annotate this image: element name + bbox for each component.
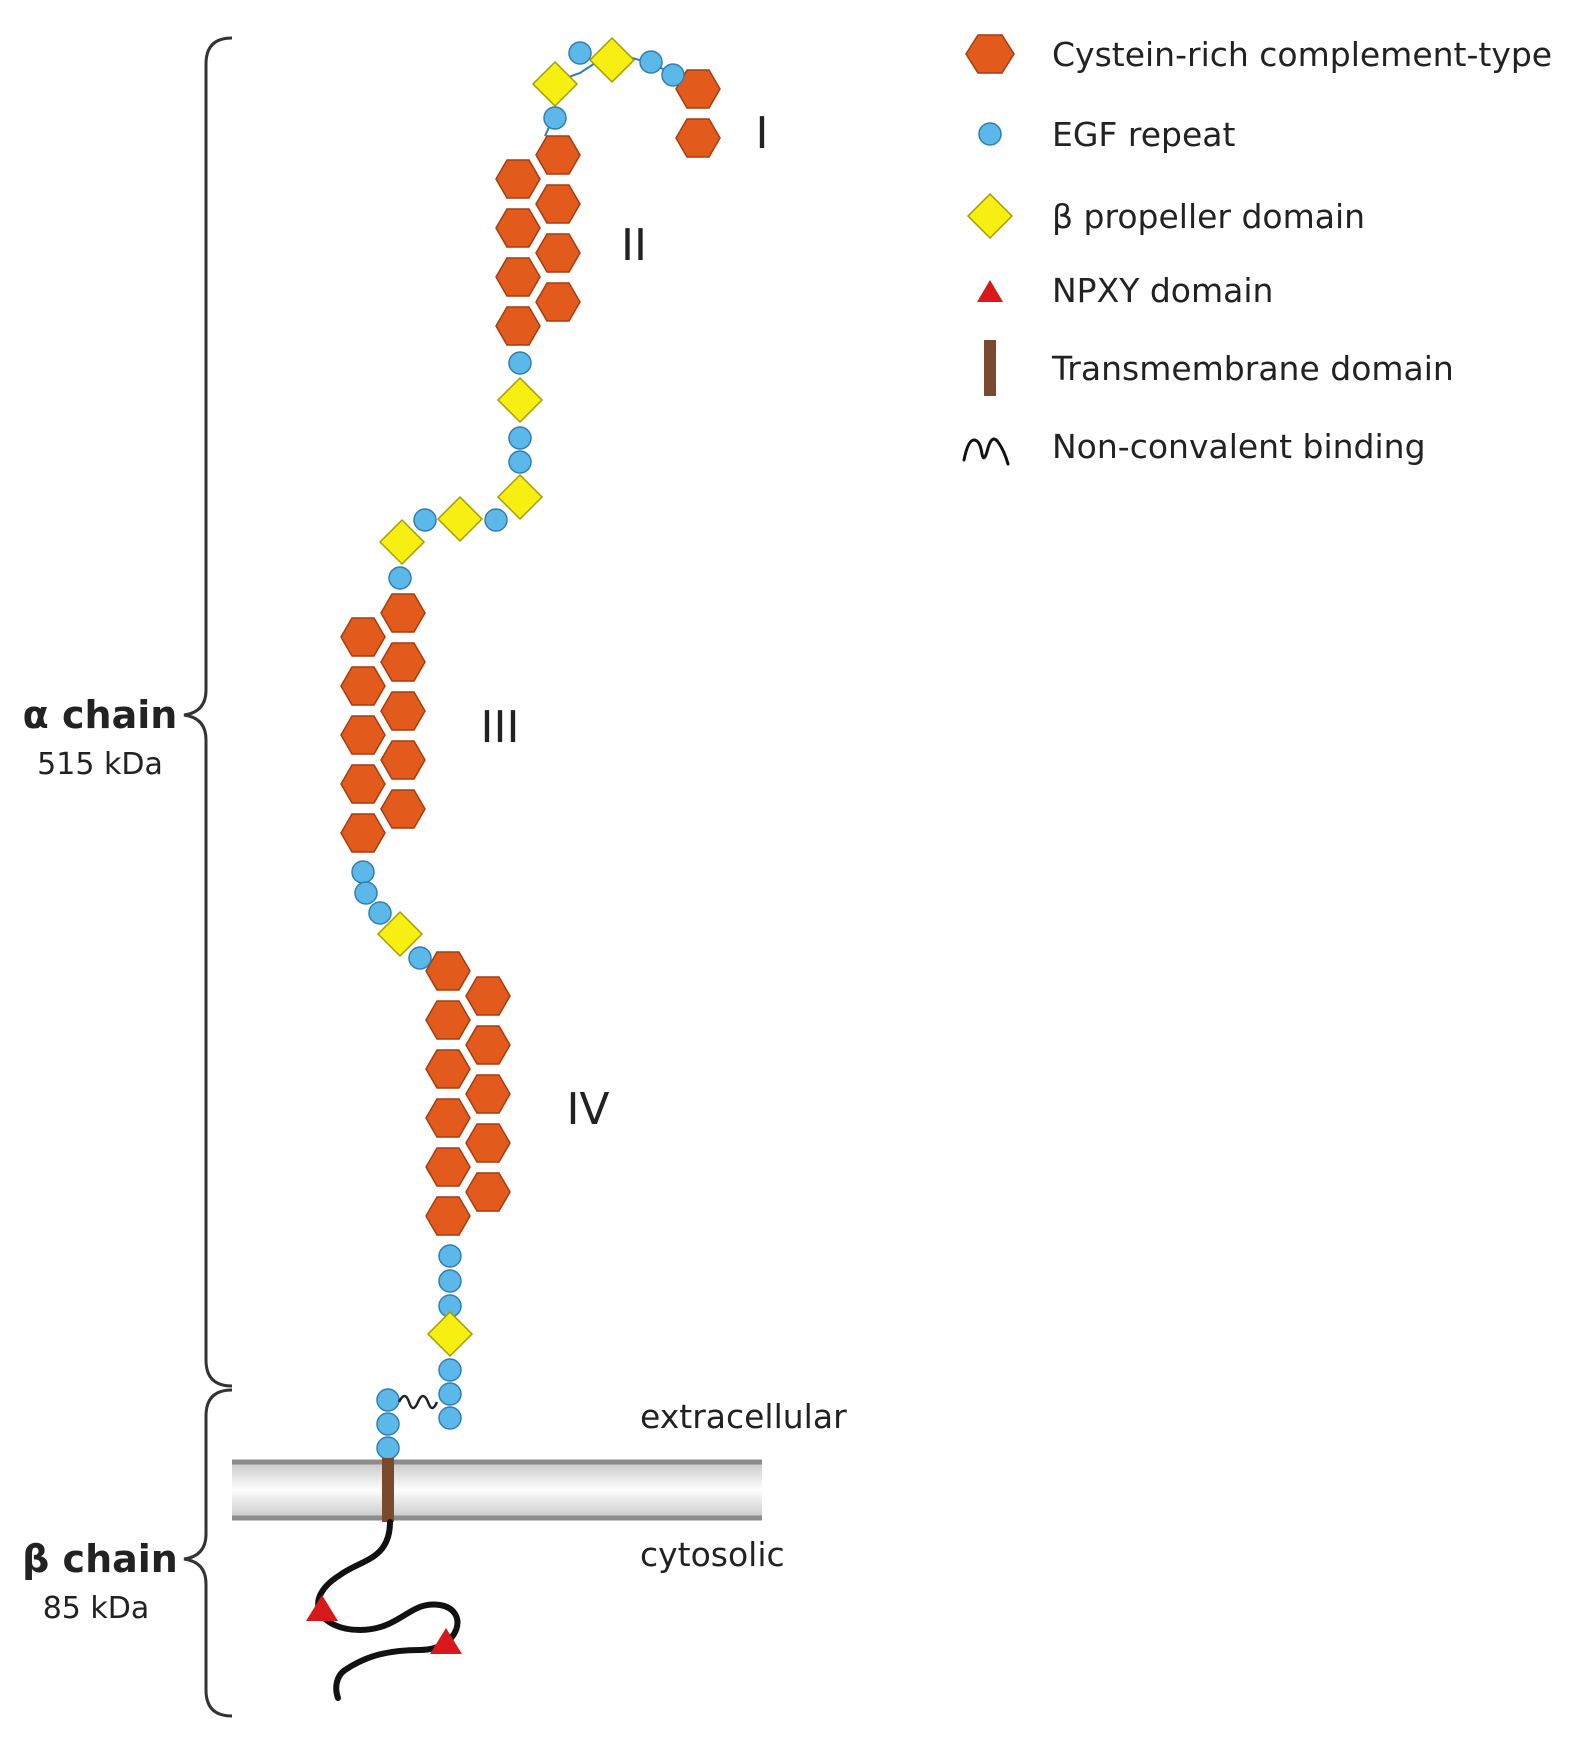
triangle-icon [977, 280, 1003, 302]
beta-chain-brace [183, 1388, 233, 1718]
cysteine-rich-domain [465, 1025, 511, 1065]
egf-repeat [508, 450, 532, 474]
cysteine-rich-domain [425, 951, 471, 991]
hexagon-icon [965, 34, 1015, 74]
egf-repeat [368, 901, 392, 925]
cysteine-rich-domain [535, 233, 581, 273]
egf-repeat [354, 881, 378, 905]
beta-propeller-domain [426, 1310, 474, 1358]
egf-repeat [639, 50, 663, 74]
cysteine-rich-domain [465, 1123, 511, 1163]
cysteine-rich-domain [340, 617, 386, 657]
beta-propeller-domain [496, 473, 544, 521]
beta-propeller-domain [436, 495, 484, 543]
legend-label: Non-convalent binding [1052, 427, 1426, 466]
beta-propeller-domain [588, 36, 636, 84]
legend-label: Transmembrane domain [1051, 349, 1454, 388]
legend: Cystein-rich complement-type EGF repeat … [962, 34, 1552, 466]
beta-propeller-domains [376, 36, 636, 1358]
egf-repeat [508, 351, 532, 375]
circle-icon [978, 122, 1002, 146]
beta-propeller-domain [531, 60, 579, 108]
cysteine-rich-domain [675, 118, 721, 158]
cysteine-rich-domain [495, 208, 541, 248]
egf-repeat [543, 106, 567, 130]
egf-repeat [376, 1412, 400, 1436]
cysteine-rich-domain [380, 642, 426, 682]
cysteine-rich-domain [380, 789, 426, 829]
beta-propeller-domain [376, 910, 424, 958]
legend-label: NPXY domain [1052, 271, 1273, 310]
cysteine-rich-domain [465, 976, 511, 1016]
cysteine-rich-domain [465, 1172, 511, 1212]
cysteine-rich-domain [340, 813, 386, 853]
cysteine-rich-domain [535, 135, 581, 175]
cysteine-rich-domain [425, 1049, 471, 1089]
cluster-i-domains [675, 69, 721, 158]
egf-repeat [438, 1244, 462, 1268]
cysteine-rich-domain [465, 1074, 511, 1114]
cytosolic-tail [315, 1519, 461, 1701]
cluster-label: I [756, 108, 769, 159]
cytosolic-label: cytosolic [640, 1535, 785, 1574]
cysteine-rich-domain [495, 159, 541, 199]
egf-repeat [438, 1382, 462, 1406]
cysteine-rich-domain [425, 1098, 471, 1138]
cysteine-rich-domain [425, 1000, 471, 1040]
alpha-chain-label: α chain [23, 693, 178, 737]
legend-label: Cystein-rich complement-type [1052, 35, 1552, 74]
squiggle-icon [962, 437, 1010, 466]
egf-repeat [438, 1358, 462, 1382]
cysteine-rich-domain [425, 1196, 471, 1236]
npxy-domain [306, 1595, 338, 1621]
cluster-label: II [621, 220, 647, 271]
cysteine-rich-domain [340, 764, 386, 804]
cluster-label: III [481, 702, 520, 753]
egf-repeat [568, 41, 592, 65]
cysteine-rich-domain [535, 184, 581, 224]
beta-propeller-domain [496, 376, 544, 424]
egf-repeat [508, 426, 532, 450]
legend-label: EGF repeat [1052, 115, 1236, 154]
alpha-chain-brace [183, 36, 233, 1388]
egf-repeat [408, 946, 432, 970]
beta-chain-mass: 85 kDa [43, 1591, 150, 1626]
cysteine-rich-domain [675, 69, 721, 109]
egf-repeat [438, 1269, 462, 1293]
cysteine-rich-domain [535, 282, 581, 322]
egf-repeat [438, 1406, 462, 1430]
cell-membrane [232, 1459, 762, 1521]
cluster-label: IV [566, 1084, 609, 1135]
non-covalent-binding [397, 1394, 439, 1410]
cysteine-rich-domain [380, 740, 426, 780]
egf-repeat [376, 1436, 400, 1460]
beta-propeller-domain [378, 518, 426, 566]
transmembrane-domain [382, 1458, 394, 1522]
alpha-chain-mass: 515 kDa [37, 747, 163, 782]
cysteine-rich-domain [495, 306, 541, 346]
cluster-ii-domains [495, 135, 581, 346]
cysteine-rich-domain [340, 715, 386, 755]
egf-repeat [376, 1388, 400, 1412]
beta-chain-label: β chain [22, 1537, 178, 1581]
egf-repeat [388, 566, 412, 590]
cysteine-rich-domain [495, 257, 541, 297]
cysteine-rich-domain [340, 666, 386, 706]
bar-icon [984, 340, 996, 396]
npxy-domain [430, 1628, 462, 1654]
cysteine-rich-domain [380, 593, 426, 633]
cysteine-rich-domain [380, 691, 426, 731]
legend-label: β propeller domain [1052, 197, 1365, 236]
diamond-icon [966, 192, 1014, 240]
egf-repeat [351, 860, 375, 884]
egf-repeat [661, 63, 685, 87]
cysteine-rich-domain [425, 1147, 471, 1187]
egf-repeat [484, 508, 508, 532]
extracellular-label: extracellular [640, 1397, 847, 1436]
egf-repeat [413, 508, 437, 532]
cluster-iv-domains [425, 951, 511, 1236]
cluster-iii-domains [340, 593, 426, 853]
